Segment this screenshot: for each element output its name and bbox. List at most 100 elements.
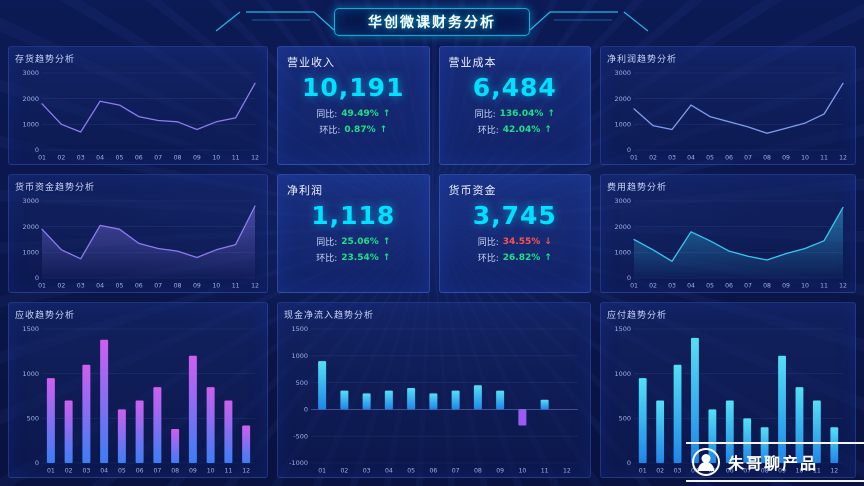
- svg-text:06: 06: [725, 155, 733, 162]
- kpi-yoy-value: 34.55%: [502, 236, 541, 247]
- kpi-deltas-revenue: 同比: 49.49% ↑ 环比: 0.87% ↑: [287, 107, 420, 137]
- kpi-mom-row: 环比: 26.82% ↑: [478, 251, 552, 265]
- svg-text:1000: 1000: [22, 370, 39, 378]
- svg-text:12: 12: [251, 155, 259, 162]
- receivable-trend-chart[interactable]: 0 500 1000 1500 01 02 03 04 05 06 07 08 09 10 11 12: [15, 323, 261, 475]
- kpi-value-revenue: 10,191: [302, 73, 405, 102]
- panel-title-net-profit: 净利润趋势分析: [607, 55, 678, 65]
- kpi-card-operating-cost[interactable]: 营业成本 6,484 同比: 136.04% ↑ 环比: 42.04% ↑: [438, 46, 591, 165]
- monetary-trend-chart[interactable]: 0 1000 2000 3000 01 02 03 04 05 06 07 08 09 10 11 12: [15, 195, 261, 290]
- kpi-row-1: 营业收入 10,191 同比: 49.49% ↑ 环比: 0.87% ↑ 营业成…: [277, 46, 591, 165]
- svg-text:10: 10: [518, 468, 526, 475]
- svg-text:09: 09: [782, 155, 790, 162]
- svg-text:1500: 1500: [614, 325, 631, 333]
- svg-text:04: 04: [687, 283, 695, 290]
- kpi-mom-arrow-icon: ↑: [382, 252, 391, 263]
- kpi-mom-arrow-icon: ↑: [544, 252, 552, 263]
- kpi-deltas-monetary-funds: 同比: 34.55% ↓ 环比: 26.82% ↑: [449, 235, 582, 265]
- svg-text:0: 0: [627, 274, 631, 282]
- expense-trend-chart[interactable]: 0 1000 2000 3000 01 02 03 04 05 06 07 08 09 10 11 12: [607, 195, 849, 290]
- panel-payable-trend: 应付趋势分析 0 500 1000 1500 01 02 03 04 05 06 07 08 09 10 1…: [600, 302, 856, 478]
- kpi-value-cost: 6,484: [472, 73, 557, 102]
- svg-text:12: 12: [830, 468, 838, 475]
- svg-text:500: 500: [296, 379, 308, 387]
- svg-text:2000: 2000: [22, 223, 39, 231]
- kpi-yoy-value: 136.04%: [499, 108, 544, 119]
- inventory-trend-chart[interactable]: 0 1000 2000 3000 01 02 03 04 05 06 07 08 09 10 11 12: [15, 67, 261, 162]
- kpi-value-monetary-funds: 3,745: [472, 201, 557, 230]
- dashboard-header: 华创微课财务分析: [0, 0, 864, 44]
- svg-text:0: 0: [35, 274, 39, 282]
- svg-text:06: 06: [135, 283, 143, 290]
- svg-text:09: 09: [496, 468, 504, 475]
- svg-text:12: 12: [251, 283, 259, 290]
- svg-text:3000: 3000: [22, 197, 39, 205]
- svg-text:03: 03: [674, 468, 682, 475]
- svg-text:1500: 1500: [291, 325, 308, 333]
- svg-text:09: 09: [189, 468, 197, 475]
- svg-text:1000: 1000: [22, 121, 39, 129]
- svg-text:03: 03: [668, 283, 676, 290]
- svg-text:04: 04: [100, 468, 108, 475]
- svg-text:02: 02: [65, 468, 73, 475]
- kpi-yoy-row: 同比: 25.06% ↑: [316, 235, 391, 249]
- svg-text:06: 06: [726, 468, 734, 475]
- kpi-deltas-cost: 同比: 136.04% ↑ 环比: 42.04% ↑: [449, 107, 582, 137]
- svg-text:10: 10: [801, 155, 809, 162]
- svg-text:3000: 3000: [614, 69, 631, 77]
- svg-text:04: 04: [96, 155, 104, 162]
- svg-text:02: 02: [57, 155, 65, 162]
- kpi-title-revenue: 营业收入: [287, 56, 335, 69]
- svg-text:08: 08: [763, 155, 771, 162]
- svg-text:01: 01: [38, 155, 46, 162]
- panel-monetary-trend: 货币资金趋势分析 0 1000 2000 3000 01 02 03 04 05 06 07 08 09…: [8, 174, 268, 293]
- kpi-yoy-arrow-icon: ↑: [382, 236, 391, 247]
- panel-title-cash-inflow: 现金净流入趋势分析: [284, 311, 375, 321]
- panel-expense-trend: 费用趋势分析 0 1000 2000 3000 01 02 03 04 05 06 07 08 09 10…: [600, 174, 856, 293]
- kpi-mom-row: 环比: 0.87% ↑: [319, 123, 388, 137]
- svg-text:1000: 1000: [614, 370, 631, 378]
- svg-text:1000: 1000: [291, 352, 308, 360]
- svg-text:08: 08: [171, 468, 179, 475]
- kpi-yoy-value: 25.06%: [341, 236, 379, 247]
- watermark: 朱哥聊产品: [686, 442, 864, 482]
- svg-text:1000: 1000: [22, 249, 39, 257]
- svg-text:06: 06: [429, 468, 437, 475]
- svg-text:11: 11: [224, 468, 232, 475]
- svg-text:03: 03: [363, 468, 371, 475]
- watermark-bottom-line: [686, 480, 864, 482]
- svg-text:1500: 1500: [22, 325, 39, 333]
- kpi-yoy-value: 49.49%: [341, 108, 379, 119]
- svg-text:03: 03: [77, 155, 85, 162]
- net-profit-trend-chart[interactable]: 0 1000 2000 3000 01 02 03 04 05 06 07 08 09 10 11 12: [607, 67, 849, 162]
- svg-text:03: 03: [668, 155, 676, 162]
- cash-inflow-trend-chart[interactable]: -1000 -500 0 500 1000 1500 01 02 03 04 05 06 07 08 09 1…: [284, 323, 584, 475]
- svg-text:07: 07: [452, 468, 460, 475]
- svg-text:07: 07: [153, 468, 161, 475]
- svg-text:11: 11: [541, 468, 549, 475]
- svg-text:06: 06: [725, 283, 733, 290]
- kpi-mom-value: 26.82%: [502, 252, 541, 263]
- kpi-yoy-arrow-icon: ↑: [382, 108, 391, 119]
- svg-text:07: 07: [744, 155, 752, 162]
- svg-text:-1000: -1000: [289, 459, 308, 467]
- kpi-card-monetary-funds[interactable]: 货币资金 3,745 同比: 34.55% ↓ 环比: 26.82% ↑: [438, 174, 591, 293]
- svg-text:10: 10: [207, 468, 215, 475]
- dashboard-grid: 存货趋势分析 0 1000 2000 3000 01 02 03 04 05 06 07 08 09 10…: [0, 44, 864, 486]
- svg-text:0: 0: [304, 406, 308, 414]
- svg-text:07: 07: [744, 283, 752, 290]
- kpi-mom-value: 0.87%: [344, 124, 376, 135]
- kpi-mom-arrow-icon: ↑: [379, 124, 388, 135]
- svg-text:09: 09: [778, 468, 786, 475]
- svg-text:05: 05: [116, 155, 124, 162]
- kpi-value-net-profit: 1,118: [311, 201, 396, 230]
- kpi-card-operating-revenue[interactable]: 营业收入 10,191 同比: 49.49% ↑ 环比: 0.87% ↑: [277, 46, 430, 165]
- svg-text:04: 04: [96, 283, 104, 290]
- kpi-mom-label: 环比:: [319, 126, 341, 136]
- svg-text:03: 03: [77, 283, 85, 290]
- svg-text:500: 500: [27, 415, 39, 423]
- svg-text:01: 01: [630, 155, 638, 162]
- kpi-card-net-profit[interactable]: 净利润 1,118 同比: 25.06% ↑ 环比: 23.54% ↑: [277, 174, 430, 293]
- svg-text:09: 09: [193, 283, 201, 290]
- svg-text:08: 08: [174, 283, 182, 290]
